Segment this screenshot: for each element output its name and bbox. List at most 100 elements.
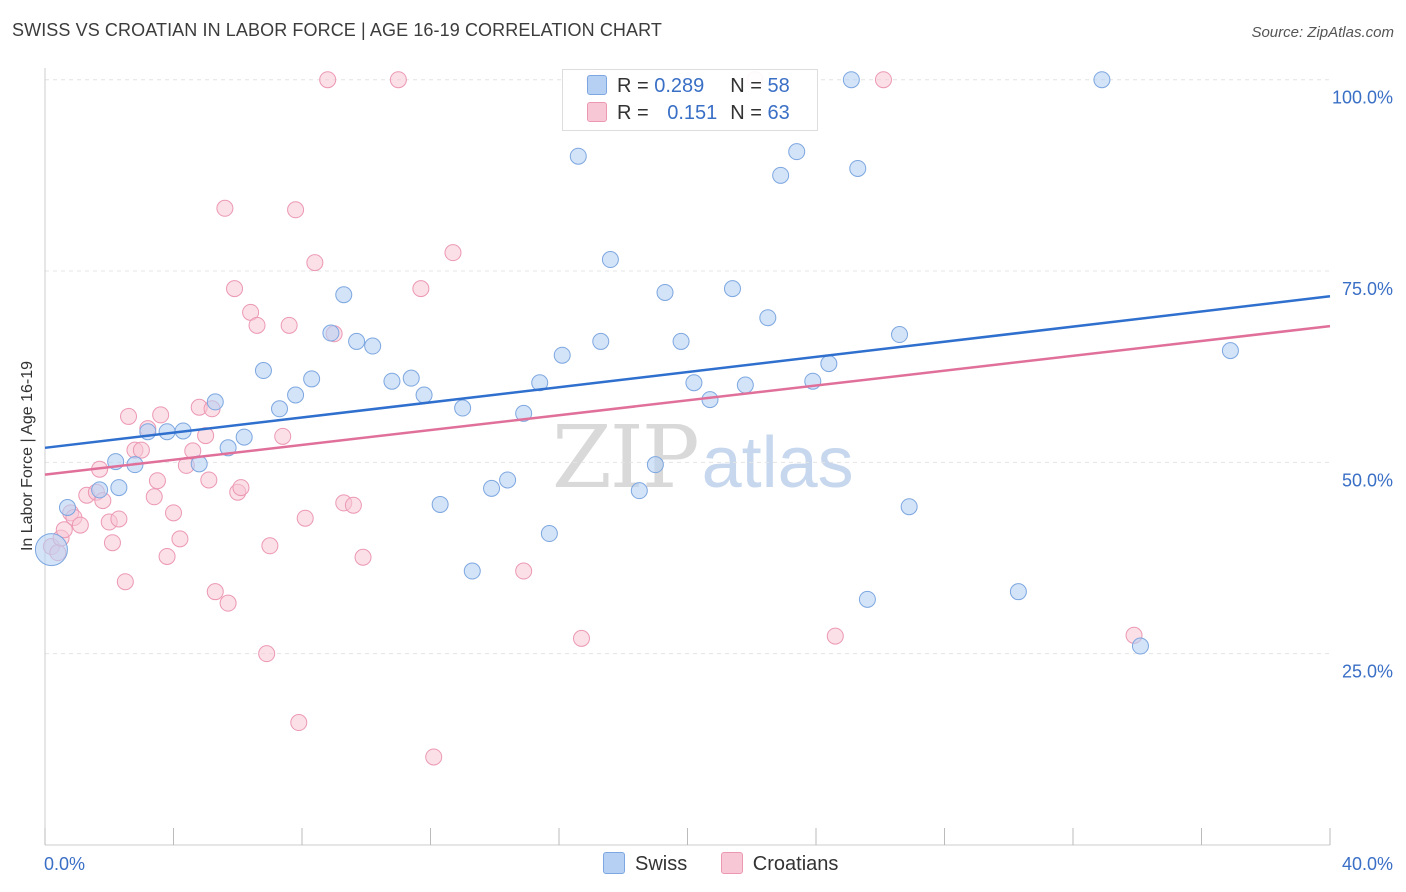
swiss-swatch bbox=[587, 75, 607, 95]
croatians-point bbox=[132, 441, 150, 459]
croatians-point bbox=[425, 748, 443, 766]
croatians-point bbox=[120, 407, 138, 425]
swiss-point bbox=[601, 251, 619, 269]
swiss-point bbox=[463, 562, 481, 580]
croatians-point bbox=[200, 471, 218, 489]
y-tick-label: 100.0% bbox=[1332, 88, 1393, 108]
swiss-point bbox=[656, 283, 674, 301]
swiss-point bbox=[110, 479, 128, 497]
croatians-point bbox=[158, 547, 176, 565]
croatians-point bbox=[197, 427, 215, 445]
legend-item-croatians[interactable]: Croatians bbox=[720, 852, 839, 876]
swiss-point bbox=[431, 495, 449, 513]
croatians-point bbox=[55, 521, 73, 539]
croatians-point bbox=[219, 594, 237, 612]
swiss-point bbox=[303, 370, 321, 388]
trend-lines bbox=[44, 295, 1331, 476]
croatians-point bbox=[152, 406, 170, 424]
croatians-point bbox=[258, 645, 276, 663]
y-tick-label: 25.0% bbox=[1342, 662, 1393, 682]
croatians-point bbox=[515, 562, 533, 580]
croatians-point bbox=[226, 280, 244, 298]
swiss-point bbox=[646, 456, 664, 474]
swiss-point bbox=[842, 71, 860, 89]
swiss-point bbox=[254, 362, 272, 380]
legend-row-croatians: R = 0.151 N = 63 bbox=[587, 102, 790, 126]
croatians-point bbox=[248, 316, 266, 334]
croatians-n-label: N = bbox=[730, 102, 768, 124]
croatians-point bbox=[354, 548, 372, 566]
swiss-point bbox=[364, 337, 382, 355]
croatians-point bbox=[165, 504, 182, 522]
croatians-r-label: R = bbox=[617, 102, 655, 124]
croatians-point bbox=[148, 472, 166, 490]
swiss-point bbox=[891, 326, 909, 344]
croatians-points bbox=[42, 71, 1143, 766]
croatians-legend-swatch bbox=[720, 852, 743, 874]
croatians-point bbox=[171, 530, 189, 548]
croatians-point bbox=[110, 510, 128, 528]
swiss-r-label: R = bbox=[617, 75, 655, 97]
swiss-n-label: N = bbox=[730, 75, 768, 97]
croatians-point bbox=[412, 280, 430, 298]
croatians-n-value: 63 bbox=[767, 102, 790, 124]
swiss-point bbox=[820, 355, 838, 373]
swiss-point bbox=[672, 332, 690, 350]
swiss-point bbox=[1131, 637, 1149, 655]
source-credit: Source: ZipAtlas.com bbox=[1251, 24, 1394, 41]
swiss-point bbox=[858, 590, 876, 608]
correlation-legend: R = 0.289 N = 58 R = 0.151 N = 63 bbox=[562, 69, 818, 131]
swiss-point bbox=[235, 428, 253, 446]
croatians-point bbox=[319, 71, 337, 89]
croatians-point bbox=[280, 316, 298, 334]
swiss-point bbox=[34, 533, 68, 567]
swiss-points bbox=[34, 71, 1239, 655]
croatians-point bbox=[103, 534, 121, 552]
croatians-trend-line bbox=[44, 324, 1331, 476]
croatians-point bbox=[71, 516, 89, 534]
swiss-point bbox=[736, 376, 754, 394]
x-tick-label-min: 0.0% bbox=[44, 854, 85, 874]
croatians-point bbox=[261, 537, 279, 555]
swiss-point bbox=[58, 499, 76, 517]
swiss-point bbox=[553, 346, 571, 364]
croatians-point bbox=[444, 244, 462, 262]
x-tick-label-max: 40.0% bbox=[1342, 854, 1393, 874]
swiss-point bbox=[348, 332, 366, 350]
tick-labels: 25.0% 50.0% 75.0% 100.0% 0.0% 40.0% bbox=[44, 88, 1393, 874]
swiss-point bbox=[322, 324, 340, 342]
croatians-swatch bbox=[587, 102, 607, 122]
swiss-n-value: 58 bbox=[767, 75, 790, 97]
swiss-point bbox=[1009, 583, 1027, 601]
croatians-point bbox=[296, 509, 314, 527]
swiss-legend-label: Swiss bbox=[635, 853, 688, 875]
swiss-point bbox=[287, 386, 305, 404]
swiss-legend-swatch bbox=[603, 852, 625, 874]
swiss-point bbox=[383, 372, 401, 390]
series-legend: Swiss Croatians bbox=[603, 852, 866, 876]
croatians-legend-label: Croatians bbox=[752, 853, 839, 875]
swiss-point bbox=[271, 400, 289, 418]
swiss-point bbox=[415, 386, 433, 404]
swiss-point bbox=[685, 374, 703, 392]
watermark-zip: ZIP bbox=[552, 408, 700, 508]
croatians-point bbox=[290, 714, 308, 732]
croatians-point bbox=[206, 583, 224, 601]
axes bbox=[44, 68, 1331, 846]
croatians-point bbox=[572, 629, 590, 647]
croatians-point bbox=[287, 201, 305, 219]
swiss-point bbox=[759, 309, 777, 327]
swiss-point bbox=[483, 479, 501, 497]
y-tick-label: 50.0% bbox=[1342, 470, 1393, 490]
croatians-r-value: 0.151 bbox=[667, 102, 718, 124]
swiss-point bbox=[849, 159, 867, 177]
swiss-point bbox=[723, 280, 741, 298]
swiss-point bbox=[540, 525, 558, 543]
y-tick-label: 75.0% bbox=[1342, 279, 1393, 299]
legend-item-swiss[interactable]: Swiss bbox=[603, 852, 687, 876]
swiss-point bbox=[91, 481, 109, 499]
swiss-point bbox=[1221, 342, 1239, 360]
swiss-point bbox=[454, 399, 472, 417]
swiss-point bbox=[569, 147, 587, 165]
